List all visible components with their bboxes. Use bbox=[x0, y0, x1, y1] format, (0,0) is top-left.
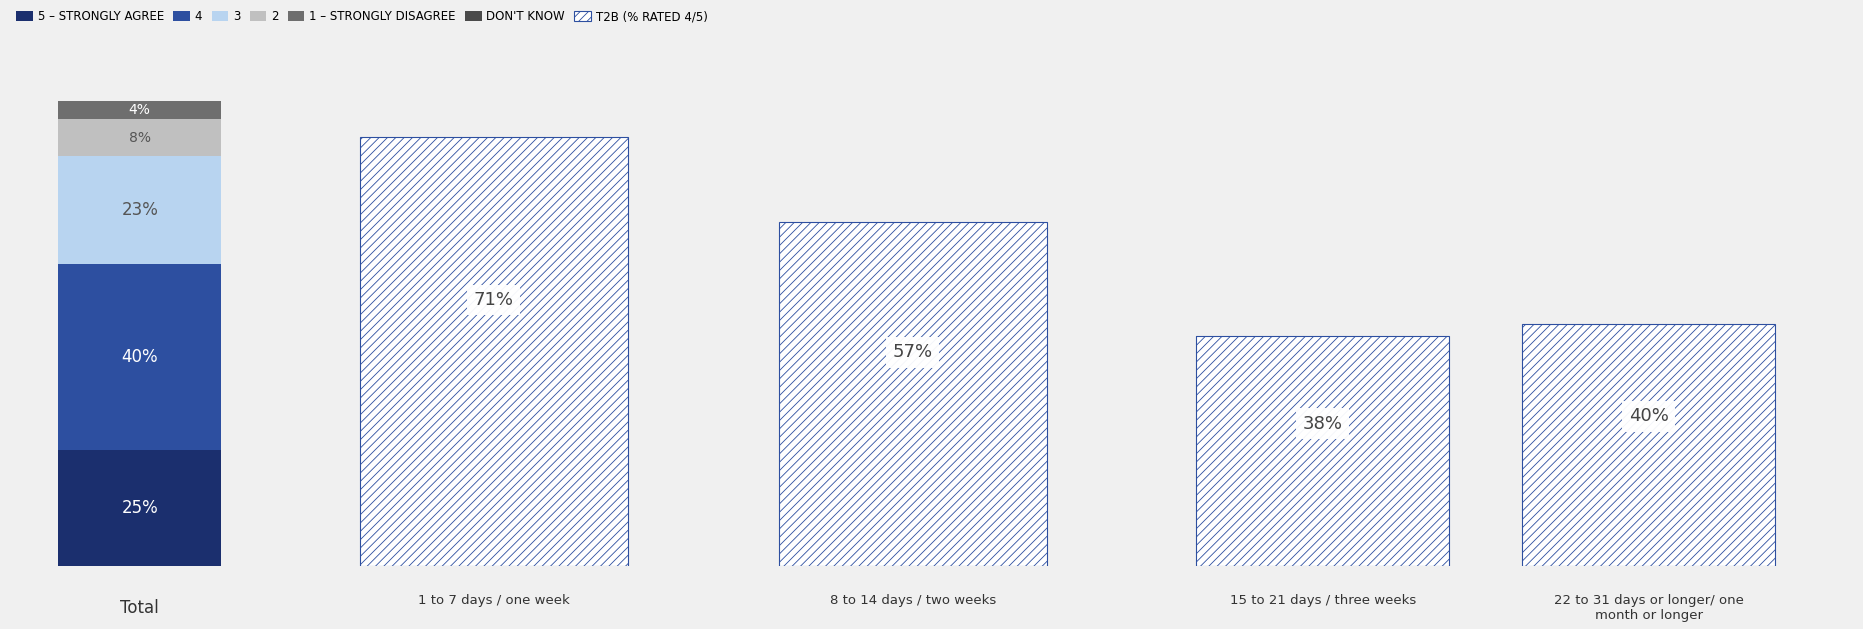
Bar bbox=[779, 221, 1047, 566]
Legend: 5 – STRONGLY AGREE, 4, 3, 2, 1 – STRONGLY DISAGREE, DON'T KNOW, T2B (% RATED 4/5: 5 – STRONGLY AGREE, 4, 3, 2, 1 – STRONGL… bbox=[15, 9, 708, 25]
Bar bbox=[1522, 325, 1775, 566]
Bar bbox=[58, 157, 222, 264]
Text: 25%: 25% bbox=[121, 499, 158, 517]
Bar bbox=[58, 120, 222, 157]
Text: 40%: 40% bbox=[121, 348, 158, 365]
Text: 71%: 71% bbox=[473, 291, 514, 309]
Bar bbox=[1196, 337, 1449, 566]
Bar bbox=[779, 221, 1047, 566]
Text: 4%: 4% bbox=[129, 103, 151, 117]
Bar bbox=[58, 264, 222, 450]
Bar bbox=[1522, 325, 1775, 566]
Bar bbox=[1522, 325, 1775, 566]
Bar bbox=[360, 137, 628, 566]
Bar bbox=[360, 137, 628, 566]
Text: 8%: 8% bbox=[129, 131, 151, 145]
Bar bbox=[1196, 337, 1449, 566]
Text: 23%: 23% bbox=[121, 201, 158, 219]
Text: 1 to 7 days / one week: 1 to 7 days / one week bbox=[417, 594, 570, 607]
Text: 57%: 57% bbox=[892, 343, 933, 362]
Text: Total: Total bbox=[121, 599, 158, 616]
Text: 22 to 31 days or longer/ one
month or longer: 22 to 31 days or longer/ one month or lo… bbox=[1554, 594, 1744, 622]
Text: 8 to 14 days / two weeks: 8 to 14 days / two weeks bbox=[829, 594, 997, 607]
Bar bbox=[1196, 337, 1449, 566]
Bar bbox=[58, 101, 222, 120]
Text: 38%: 38% bbox=[1302, 415, 1343, 433]
Bar bbox=[58, 450, 222, 566]
Text: 40%: 40% bbox=[1628, 407, 1669, 425]
Bar bbox=[360, 137, 628, 566]
Text: 15 to 21 days / three weeks: 15 to 21 days / three weeks bbox=[1230, 594, 1416, 607]
Bar bbox=[779, 221, 1047, 566]
